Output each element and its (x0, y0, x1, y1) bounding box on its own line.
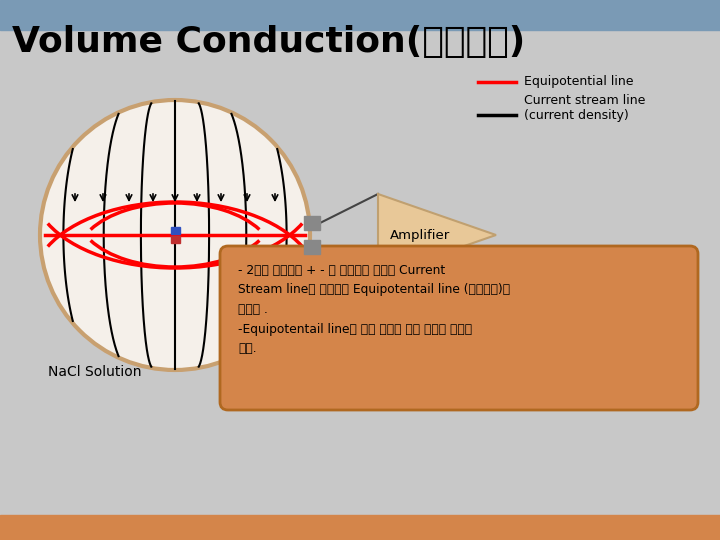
Bar (304, 240, 320, 254)
Text: - 2차원 원통에서 + - 의 극성으로 생기는 Current
Stream line의 수직하는 Equipotentail line (등전위선)이
생: - 2차원 원통에서 + - 의 극성으로 생기는 Current Stream… (238, 264, 510, 355)
Bar (0, 515, 720, 540)
Text: Equipotential line: Equipotential line (524, 76, 634, 89)
Text: Amplifier: Amplifier (390, 228, 451, 241)
Bar (171, 236, 179, 243)
Text: Current stream line
(current density): Current stream line (current density) (524, 94, 645, 122)
Bar (171, 227, 179, 234)
Bar (0, 0, 720, 30)
Text: Volume Conduction(부피전도): Volume Conduction(부피전도) (12, 25, 526, 59)
Circle shape (40, 100, 310, 370)
Polygon shape (378, 194, 496, 276)
FancyBboxPatch shape (220, 246, 698, 410)
Text: NaCl Solution: NaCl Solution (48, 365, 142, 379)
Bar (304, 216, 320, 230)
